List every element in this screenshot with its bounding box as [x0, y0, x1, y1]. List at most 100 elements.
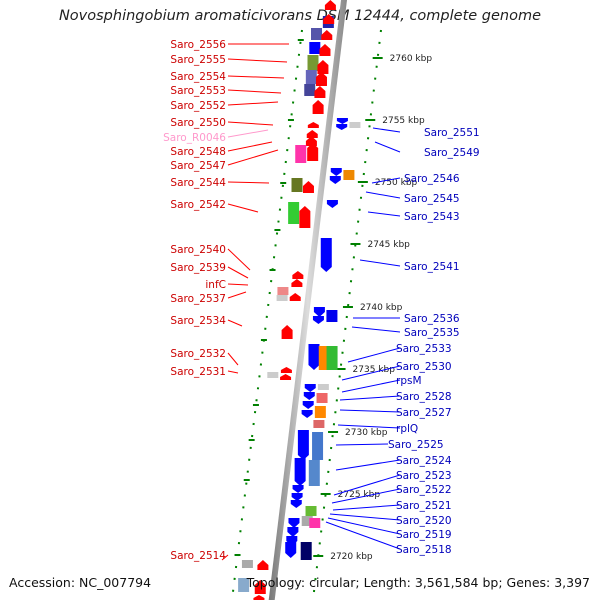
leader-line	[337, 424, 401, 429]
gene-label-right[interactable]: Saro_2528	[396, 391, 452, 403]
gene-label-left[interactable]: Saro_2547	[170, 160, 226, 172]
leader-line	[227, 370, 239, 374]
forward-gene-arrow	[324, 0, 336, 10]
scale-label: 2750 kbp	[375, 178, 418, 188]
gene-block	[326, 346, 338, 370]
gene-label-left[interactable]: Saro_2550	[170, 117, 226, 129]
gene-label-right[interactable]: Saro_2535	[404, 327, 460, 339]
reverse-gene-arrow	[303, 392, 315, 400]
gene-label-left[interactable]: Saro_2544	[170, 177, 226, 189]
gene-block	[318, 346, 330, 370]
gene-label-right[interactable]: Saro_2523	[396, 470, 452, 482]
gene-block	[314, 406, 326, 418]
reverse-gene-arrow	[330, 168, 342, 176]
ruler-left-line	[231, 29, 303, 600]
forward-gene-arrow	[307, 143, 319, 161]
scale-label: 2755 kbp	[382, 116, 425, 126]
gene-label-right[interactable]: Saro_2520	[396, 515, 452, 527]
gene-label-left[interactable]: Saro_2552	[170, 100, 226, 112]
leader-line	[333, 474, 401, 496]
forward-gene-arrow	[292, 271, 304, 279]
leader-line	[227, 141, 273, 152]
forward-gene-arrow	[319, 44, 331, 56]
forward-gene-arrow	[280, 367, 292, 373]
gene-label-left[interactable]: Saro_2514	[170, 550, 226, 562]
reverse-gene-arrow	[308, 344, 320, 370]
gene-label-left[interactable]: Saro_2537	[170, 293, 226, 305]
leader-line	[332, 504, 401, 511]
forward-gene-arrow	[305, 136, 317, 146]
gene-label-left[interactable]: Saro_2556	[170, 39, 226, 51]
leader-line	[339, 395, 401, 401]
gene-label-right[interactable]: Saro_2541	[404, 261, 460, 273]
topology-summary: Topology: circular; Length: 3,561,584 bp…	[246, 575, 590, 590]
gene-label-left[interactable]: Saro_2553	[170, 85, 226, 97]
gene-label-left[interactable]: Saro_2539	[170, 262, 226, 274]
gene-block	[312, 432, 324, 460]
reverse-gene-arrow	[326, 200, 338, 208]
gene-label-right[interactable]: Saro_2527	[396, 407, 452, 419]
reverse-gene-arrow	[302, 401, 314, 409]
leader-line	[335, 459, 401, 471]
gene-label-left[interactable]: Saro_2555	[170, 54, 226, 66]
gene-label-right[interactable]: Saro_2551	[424, 127, 480, 139]
reverse-gene-arrow	[304, 384, 316, 392]
scale-label: 2720 kbp	[330, 552, 373, 562]
leader-line	[227, 352, 239, 366]
gene-label-right[interactable]: Saro_2546	[404, 173, 460, 185]
scale-label: 2725 kbp	[338, 490, 381, 500]
gene-label-right[interactable]: Saro_2545	[404, 193, 460, 205]
gene-label-right[interactable]: Saro_2530	[396, 361, 452, 373]
gene-block	[317, 384, 329, 390]
gene-block	[309, 518, 321, 528]
scale-ruler: 2760 kbp 2755 kbp 2750 kbp 2745 kbp 2740 kbp…	[231, 29, 433, 600]
gene-label-left[interactable]: infC	[205, 279, 226, 291]
gene-block	[308, 460, 320, 486]
forward-gene-arrow	[257, 560, 269, 570]
gene-track	[238, 0, 361, 600]
scale-label: 2760 kbp	[390, 54, 433, 64]
forward-gene-arrow	[323, 14, 335, 24]
leader-line	[365, 191, 401, 199]
gene-label-right[interactable]: Saro_2549	[424, 147, 480, 159]
reverse-gene-arrow	[290, 500, 302, 508]
gene-label-right[interactable]: Saro_2536	[404, 313, 460, 325]
leader-line	[367, 211, 401, 217]
reverse-gene-arrow	[312, 316, 324, 324]
gene-label-left[interactable]: Saro_2534	[170, 315, 226, 327]
leader-line	[327, 517, 401, 535]
gene-label-left[interactable]: Saro_2554	[170, 71, 226, 83]
leader-line	[227, 248, 251, 271]
gene-label-left[interactable]: Saro_2540	[170, 244, 226, 256]
forward-gene-arrow	[281, 325, 293, 339]
gene-label-right[interactable]: rpsM	[396, 375, 422, 387]
leader-line	[227, 121, 274, 126]
leader-line	[227, 283, 249, 286]
forward-gene-arrow	[321, 30, 333, 40]
gene-label-left[interactable]: Saro_2531	[170, 366, 226, 378]
gene-label-right[interactable]: Saro_2525	[388, 439, 444, 451]
leader-line	[227, 181, 270, 184]
gene-label-right[interactable]: Saro_2543	[404, 211, 460, 223]
gene-block	[311, 28, 323, 40]
leader-line	[227, 101, 279, 106]
gene-label-right[interactable]: Saro_2533	[396, 343, 452, 355]
gene-labels: Saro_2556 Saro_2555 Saro_2554 Saro_2553 Saro…	[163, 39, 479, 562]
gene-label-right[interactable]: Saro_2521	[396, 500, 452, 512]
forward-gene-arrow	[314, 86, 326, 98]
gene-label-left[interactable]: Saro_2542	[170, 199, 226, 211]
reverse-gene-arrow	[285, 542, 297, 558]
gene-label-right[interactable]: Saro_2519	[396, 529, 452, 541]
gene-label-right[interactable]: Saro_2522	[396, 484, 452, 496]
gene-label-right[interactable]: rplQ	[396, 423, 418, 435]
gene-label-left[interactable]: Saro_R0046	[163, 132, 226, 144]
reverse-gene-arrow	[287, 527, 299, 537]
gene-label-right[interactable]: Saro_2524	[396, 455, 452, 467]
gene-label-right[interactable]: Saro_2518	[396, 544, 452, 556]
gene-label-left[interactable]: Saro_2548	[170, 146, 226, 158]
reverse-gene-arrow	[294, 458, 306, 486]
gene-block	[300, 542, 312, 560]
forward-gene-arrow	[302, 181, 314, 193]
forward-gene-arrow	[312, 100, 324, 114]
gene-label-left[interactable]: Saro_2532	[170, 348, 226, 360]
